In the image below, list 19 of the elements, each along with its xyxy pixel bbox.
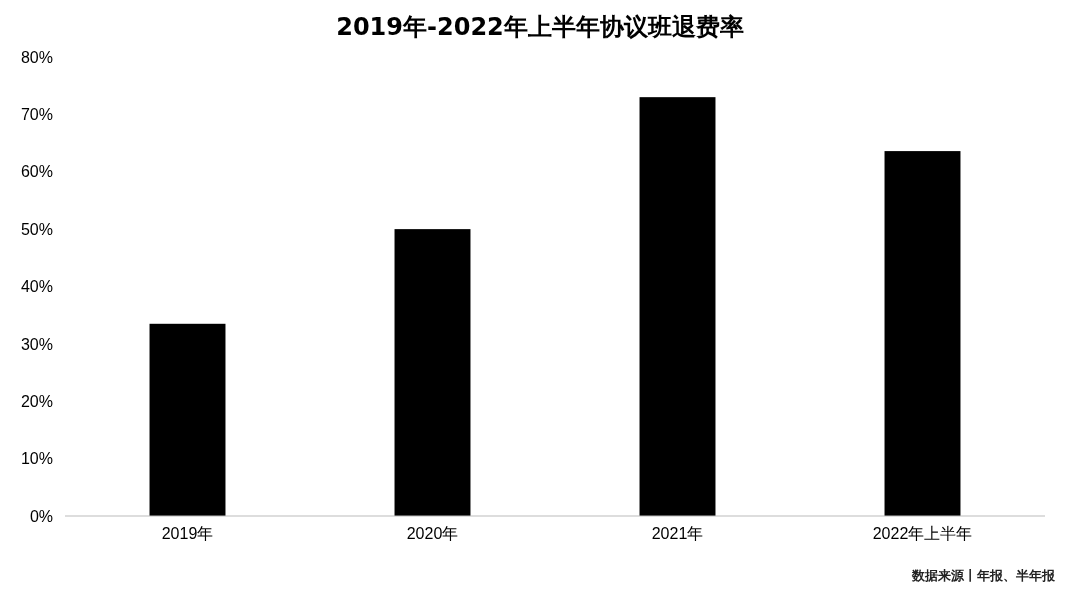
text: 数据来源丨年报、半年报 xyxy=(911,568,1056,583)
y-tick-label: 30% xyxy=(20,335,53,353)
y-tick-label: 70% xyxy=(20,106,53,123)
bar xyxy=(394,229,471,516)
x-tick-label: 2019年 xyxy=(161,525,214,543)
y-tick-label: 80% xyxy=(20,48,53,66)
bar xyxy=(639,97,716,516)
y-tick-label: 10% xyxy=(20,450,53,468)
x-tick-label: 2022年上半年 xyxy=(872,525,973,543)
y-tick-label: 40% xyxy=(20,278,53,296)
chart-title: 2019年-2022年上半年协议班退费率 xyxy=(336,13,744,41)
y-tick-label: 50% xyxy=(20,220,53,238)
bar xyxy=(884,151,961,516)
x-tick-label: 2020年 xyxy=(406,525,459,543)
y-tick-label: 20% xyxy=(20,392,53,410)
y-tick-label: 60% xyxy=(20,163,53,181)
bar xyxy=(149,323,226,516)
x-tick-label: 2021年 xyxy=(651,525,704,543)
y-tick-label: 0% xyxy=(29,507,53,525)
